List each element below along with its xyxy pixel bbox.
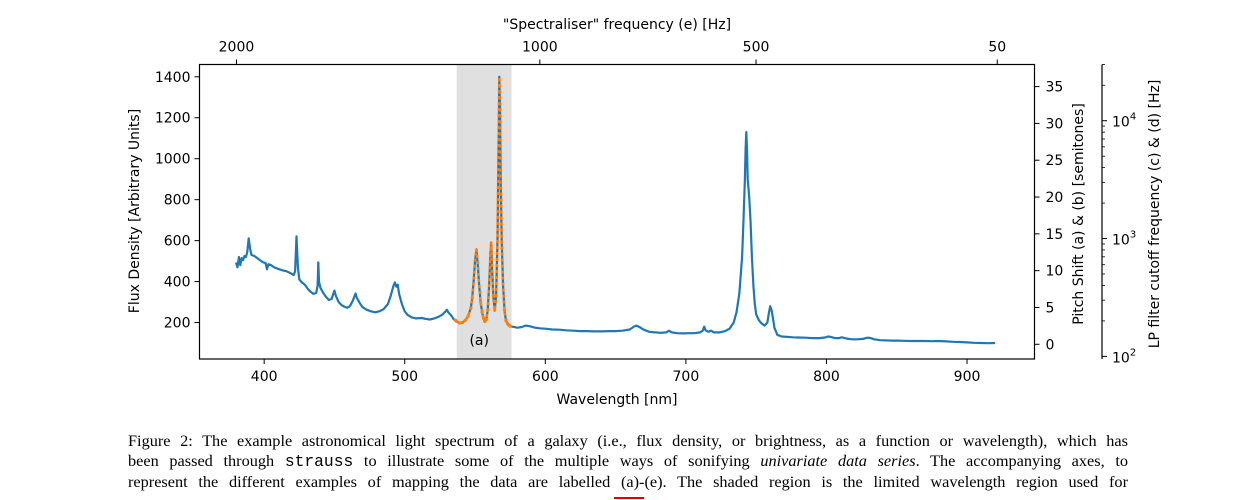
series-line-highlight: [454, 75, 512, 328]
pitch-tick-label: 25: [1046, 153, 1064, 169]
emphasized-term: univariate data series: [760, 451, 916, 470]
caption-line-2: been passed through strauss to illustrat…: [128, 451, 1129, 471]
pitch-tick-label: 30: [1046, 116, 1064, 132]
x-axis-ticks: 400 500 600 700 800 900: [251, 359, 981, 385]
reference-link-underline[interactable]: [614, 497, 644, 499]
pitch-tick-label: 15: [1046, 227, 1064, 243]
pitch-axis-ticks: 0 5 10 15 20 25 30 35: [1034, 80, 1064, 353]
top-tick-label: 500: [743, 40, 770, 56]
x-tick-label: 800: [813, 369, 840, 385]
top-axis-label: "Spectraliser" frequency (e) [Hz]: [503, 17, 731, 33]
x-tick-label: 400: [251, 369, 278, 385]
lp-filter-axis: 102 103 104: [1101, 64, 1136, 366]
shaded-region: [456, 64, 512, 359]
series-line-spectrum: [234, 75, 996, 345]
lp-tick-label: 102: [1112, 347, 1136, 366]
highlight-point: [493, 308, 497, 312]
top-tick-label: 2000: [219, 40, 255, 56]
y-tick-label: 400: [164, 275, 191, 291]
pitch-tick-label: 5: [1046, 300, 1055, 316]
pitch-tick-label: 35: [1046, 80, 1064, 96]
highlight-point: [491, 294, 495, 298]
spectrum-series: [234, 75, 996, 345]
pitch-axis-label: Pitch Shift (a) & (b) [semitones]: [1071, 103, 1087, 325]
highlight-point: [458, 321, 462, 325]
highlight-point: [480, 310, 484, 314]
y-tick-label: 1000: [155, 152, 191, 168]
x-tick-label: 500: [391, 369, 418, 385]
figure-caption: Figure 2: The example astronomical light…: [128, 431, 1128, 492]
x-tick-label: 900: [954, 369, 981, 385]
y-axis-label: Flux Density [Arbitrary Units]: [127, 109, 143, 313]
highlight-point: [481, 316, 486, 320]
y-tick-label: 1400: [155, 70, 191, 86]
highlight-point: [484, 317, 488, 322]
pitch-tick-label: 20: [1046, 190, 1064, 206]
caption-line-3: represent the different examples of mapp…: [128, 472, 1128, 491]
caption-line-1: Figure 2: The example astronomical light…: [128, 431, 1128, 450]
y-tick-label: 800: [164, 193, 191, 209]
highlight-point: [504, 318, 508, 323]
x-axis-label: Wavelength [nm]: [557, 392, 678, 408]
highlight-point: [469, 306, 473, 310]
lp-tick-label: 104: [1112, 112, 1136, 131]
highlight-point: [466, 314, 470, 318]
lp-filter-axis-label: LP filter cutoff frequency (c) & (d) [Hz…: [1147, 80, 1163, 349]
shaded-region-label: (a): [469, 333, 489, 349]
y-axis-ticks: 200 400 600 800 1000 1200 1400: [155, 70, 200, 332]
package-name: strauss: [284, 452, 354, 471]
pitch-tick-label: 10: [1046, 264, 1064, 280]
y-tick-label: 600: [164, 234, 191, 250]
highlight-point: [460, 320, 464, 325]
highlight-point: [508, 324, 512, 328]
highlight-point: [479, 300, 483, 304]
y-tick-label: 200: [164, 316, 191, 332]
lp-tick-label: 103: [1112, 230, 1136, 249]
highlight-point: [494, 294, 498, 298]
highlight-point: [470, 296, 474, 300]
top-tick-label: 1000: [522, 40, 558, 56]
highlight-point: [502, 308, 507, 312]
axes-frame: [198, 63, 1036, 360]
pitch-tick-label: 0: [1046, 337, 1055, 353]
highlight-point: [486, 308, 490, 312]
x-tick-label: 700: [673, 369, 700, 385]
top-tick-label: 50: [988, 40, 1006, 56]
y-tick-label: 1200: [155, 111, 191, 127]
top-axis-ticks: 2000 1000 500 50: [219, 40, 1006, 65]
figure: (a) 400 500 600 700 800 900 20040060080010001…: [127, 17, 1163, 408]
highlight-point: [455, 319, 459, 324]
x-tick-label: 600: [532, 369, 559, 385]
highlight-point: [463, 318, 467, 323]
